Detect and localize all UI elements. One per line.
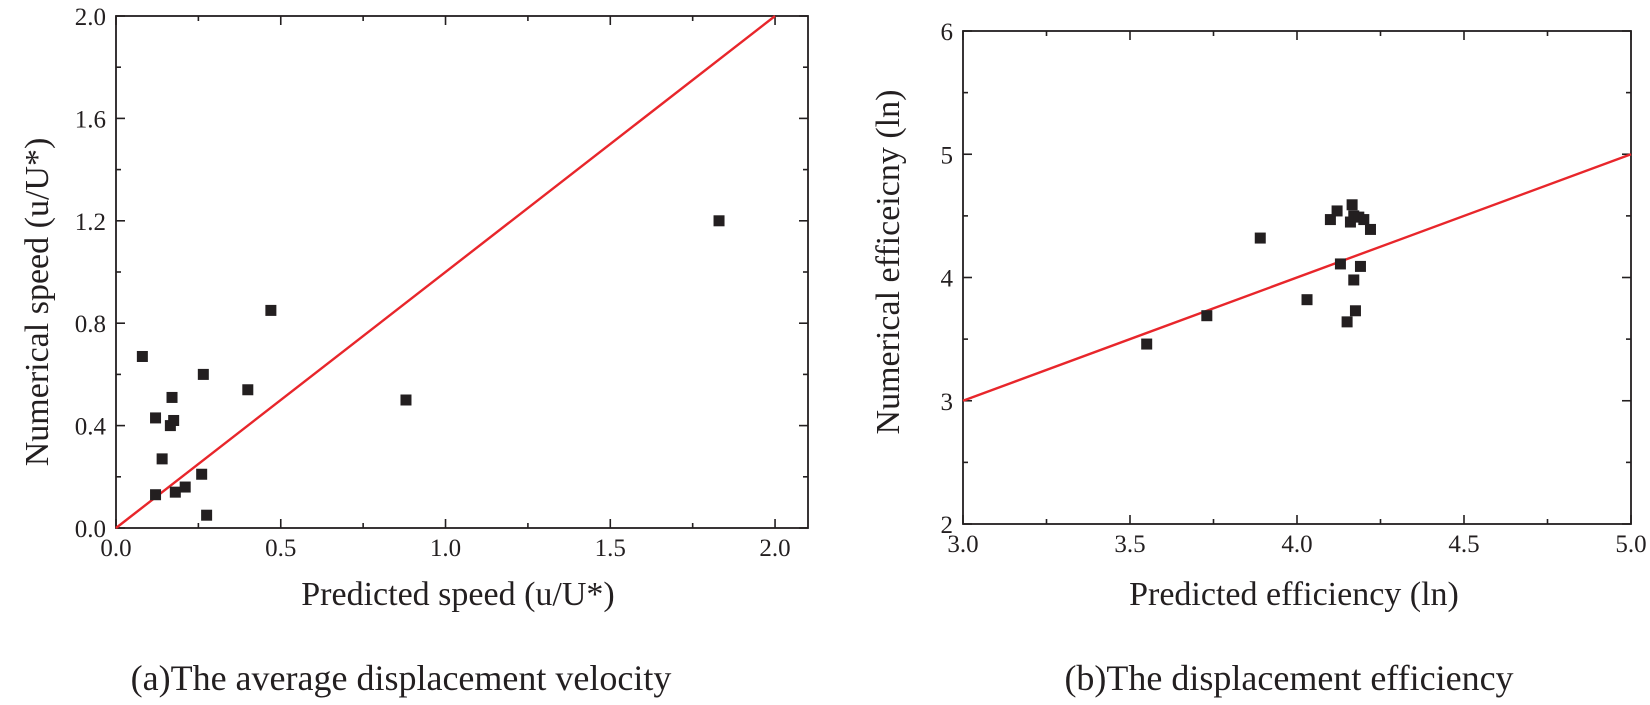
x-tick-label: 5.0 — [1615, 531, 1646, 558]
data-point — [201, 509, 213, 521]
y-tick-label: 5 — [941, 142, 954, 169]
fit-line — [962, 153, 1632, 402]
data-point — [265, 304, 277, 316]
x-tick-label: 3.0 — [947, 531, 978, 558]
data-point — [1354, 260, 1366, 272]
data-point — [156, 453, 168, 465]
data-point — [1358, 214, 1370, 226]
y-tick-label: 3 — [941, 389, 954, 416]
chart-a-y-axis-label: Numerical speed (u/U*) — [19, 138, 56, 467]
chart-b-caption: (b)The displacement efficiency — [1064, 658, 1513, 698]
x-tick-label: 1.0 — [430, 535, 461, 562]
data-point — [166, 391, 178, 403]
data-point — [400, 394, 412, 406]
x-tick-label: 4.0 — [1281, 531, 1312, 558]
x-tick-label: 0.5 — [265, 535, 296, 562]
chart-a: 0.0 0.5 1.0 1.5 2.0 0.0 0.4 0.8 1.2 1.6 2.0 Predi… — [19, 4, 809, 698]
x-tick-label: 2.0 — [759, 535, 790, 562]
data-point — [169, 486, 181, 498]
chart-a-plot-area — [115, 15, 776, 529]
data-point — [1341, 316, 1353, 328]
y-tick-label: 1.2 — [75, 209, 106, 236]
data-point — [150, 412, 162, 424]
data-point — [1254, 232, 1266, 244]
data-point — [1344, 216, 1356, 228]
chart-a-caption: (a)The average displacement velocity — [131, 658, 672, 698]
chart-b-x-ticks: 3.0 3.5 4.0 4.5 5.0 — [947, 31, 1647, 558]
y-tick-label: 0.8 — [75, 311, 106, 338]
x-tick-label: 3.5 — [1114, 531, 1145, 558]
chart-b-y-ticks: 2 3 4 5 6 — [941, 19, 1631, 539]
chart-a-x-ticks: 0.0 0.5 1.0 1.5 2.0 — [100, 16, 791, 562]
data-point — [196, 468, 208, 480]
x-tick-label: 1.5 — [595, 535, 626, 562]
data-point — [242, 384, 254, 396]
data-point — [179, 481, 191, 493]
chart-b-y-axis-label: Numerical efficeicny (ln) — [870, 90, 907, 435]
y-tick-label: 0.0 — [75, 516, 106, 543]
chart-b-x-axis-label: Predicted efficiency (ln) — [1129, 576, 1459, 613]
data-point — [150, 489, 162, 501]
chart-a-frame — [115, 15, 809, 529]
y-tick-label: 4 — [941, 266, 954, 293]
data-point — [197, 368, 209, 380]
data-point — [1349, 305, 1361, 317]
data-point — [1141, 338, 1153, 350]
data-point — [1301, 294, 1313, 306]
data-point — [1334, 258, 1346, 270]
data-point — [1331, 205, 1343, 217]
x-tick-label: 0.0 — [100, 535, 131, 562]
data-point — [168, 414, 180, 426]
chart-a-y-ticks: 0.0 0.4 0.8 1.2 1.6 2.0 — [75, 4, 808, 543]
data-point — [1364, 223, 1376, 235]
data-point — [136, 350, 148, 362]
x-tick-label: 4.5 — [1448, 531, 1479, 558]
y-tick-label: 2.0 — [75, 4, 106, 31]
y-tick-label: 1.6 — [75, 106, 106, 133]
data-point — [1324, 214, 1336, 226]
data-point — [1201, 310, 1213, 322]
data-point — [1348, 274, 1360, 286]
data-point — [713, 215, 725, 227]
y-tick-label: 2 — [941, 512, 954, 539]
fit-line — [115, 15, 776, 529]
chart-b: 3.0 3.5 4.0 4.5 5.0 2 3 4 5 6 Predicted efficien… — [870, 19, 1647, 698]
data-point — [1346, 199, 1358, 211]
chart-a-x-axis-label: Predicted speed (u/U*) — [301, 576, 614, 613]
y-tick-label: 6 — [941, 19, 954, 46]
y-tick-label: 0.4 — [75, 414, 107, 441]
chart-b-plot-area — [962, 153, 1632, 402]
